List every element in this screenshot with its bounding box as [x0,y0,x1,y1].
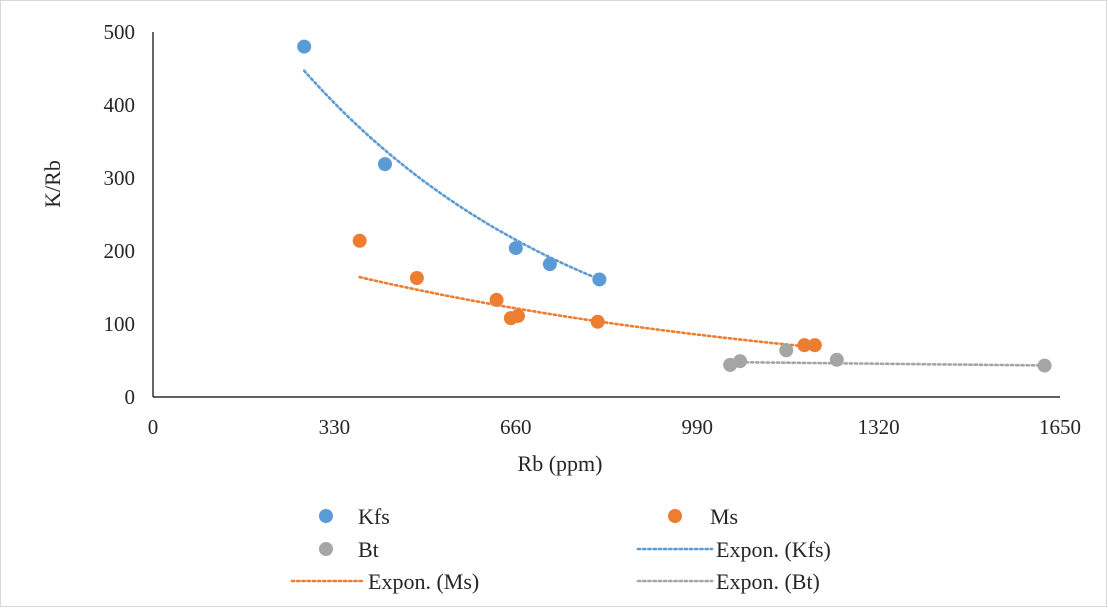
y-tick-label: 100 [104,312,136,336]
legend: Kfs Ms Bt Expon. (Kfs) Expon. (Ms) Expon… [290,504,831,594]
x-tick-label: 1650 [1039,415,1081,439]
point-bt [779,343,794,358]
x-tick-label: 0 [148,415,159,439]
legend-bt-trend-label: Expon. (Bt) [716,569,820,594]
point-kfs [377,157,392,172]
legend-bt-marker [319,542,333,556]
data-points [297,39,1052,373]
y-tick-label: 300 [104,166,136,190]
x-axis-title: Rb (ppm) [518,451,603,476]
point-ms [510,308,525,323]
legend-bt-label: Bt [358,537,379,562]
y-tick-label: 0 [125,385,136,409]
y-tick-label: 500 [104,20,136,44]
y-tick-label: 400 [104,93,136,117]
x-tick-label: 330 [319,415,351,439]
trendline-ms [358,275,817,349]
legend-kfs-label: Kfs [358,504,390,529]
point-kfs [508,241,523,256]
x-tick-label: 660 [500,415,532,439]
point-bt [1037,358,1052,373]
point-kfs [592,272,607,287]
y-tick-label: 200 [104,239,136,263]
point-kfs [542,257,557,272]
legend-kfs-marker [319,509,333,523]
point-ms [797,338,812,353]
legend-ms-label: Ms [710,504,738,529]
y-tick-labels: 0 100 200 300 400 500 [104,20,136,409]
point-bt [829,352,844,367]
point-ms [807,338,822,353]
point-kfs [297,39,312,54]
legend-kfs-trend-label: Expon. (Kfs) [716,537,831,562]
point-bt [733,354,748,369]
x-tick-label: 1320 [858,415,900,439]
x-tick-labels: 0 330 660 990 1320 1650 [148,415,1081,439]
x-tick-label: 990 [681,415,713,439]
point-ms [352,233,367,248]
point-ms [590,314,605,329]
point-ms [489,292,504,307]
point-ms [409,271,424,286]
axes [152,32,1060,398]
legend-ms-trend-label: Expon. (Ms) [368,569,479,594]
y-axis-title: K/Rb [40,160,65,208]
legend-ms-marker [668,509,682,523]
trendline-bt [728,360,1046,367]
